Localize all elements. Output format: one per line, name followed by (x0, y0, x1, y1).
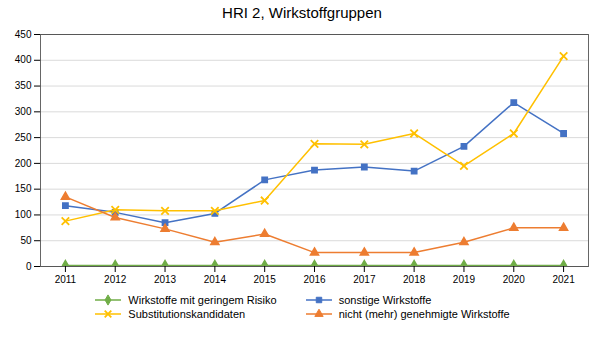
html-text:HRI 2, Wirkstoffgruppen: HRI 2, Wirkstoffgruppen (222, 4, 382, 21)
svg-text:2012: 2012 (104, 274, 127, 285)
svg-text:2017: 2017 (353, 274, 376, 285)
svg-text:2013: 2013 (154, 274, 177, 285)
svg-text:400: 400 (15, 54, 32, 65)
svg-text:350: 350 (15, 80, 32, 91)
svg-text:450: 450 (15, 29, 32, 40)
html-text:sonstige Wirkstoffe: sonstige Wirkstoffe (338, 294, 432, 306)
svg-text:2014: 2014 (204, 274, 227, 285)
html-text:Wirkstoffe mit geringem Risiko: Wirkstoffe mit geringem Risiko (128, 294, 277, 306)
svg-text:250: 250 (15, 132, 32, 143)
svg-text:2021: 2021 (552, 274, 575, 285)
svg-text:2016: 2016 (303, 274, 326, 285)
svg-text:200: 200 (15, 158, 32, 169)
html-text:Substitutionskandidaten: Substitutionskandidaten (128, 308, 246, 320)
svg-text:50: 50 (20, 235, 32, 246)
svg-text:2011: 2011 (55, 274, 77, 285)
svg-text:2015: 2015 (254, 274, 277, 285)
svg-text:100: 100 (15, 209, 32, 220)
svg-text:2019: 2019 (453, 274, 476, 285)
svg-text:2020: 2020 (503, 274, 526, 285)
svg-text:2018: 2018 (403, 274, 426, 285)
svg-text:150: 150 (15, 183, 32, 194)
svg-text:300: 300 (15, 106, 32, 117)
svg-text:0: 0 (26, 261, 32, 272)
html-text:nicht (mehr) genehmigte Wirkst: nicht (mehr) genehmigte Wirkstoffe (338, 308, 510, 320)
